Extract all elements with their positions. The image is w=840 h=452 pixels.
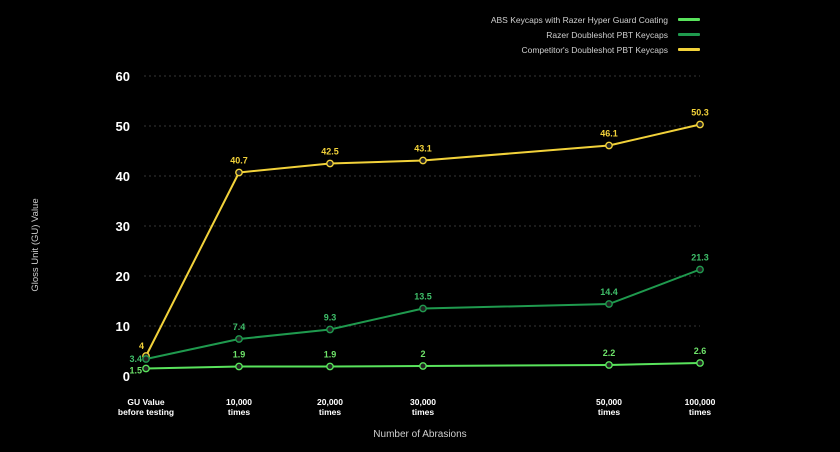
data-label: 13.5 [414, 292, 432, 302]
series-line [145, 268, 701, 360]
data-label: 7.4 [233, 322, 246, 332]
data-point [142, 355, 150, 363]
data-label: 40.7 [230, 156, 248, 166]
data-label: 14.4 [600, 287, 618, 297]
data-label: 42.5 [321, 147, 339, 157]
legend: ABS Keycaps with Razer Hyper Guard Coati… [491, 12, 700, 57]
x-tick-label: times [689, 407, 711, 417]
data-point [419, 362, 427, 370]
data-label: 2 [420, 349, 425, 359]
data-label: 4 [139, 341, 144, 351]
legend-swatch [678, 18, 700, 21]
y-tick-labels: 0 10 20 30 40 50 60 [116, 69, 130, 384]
data-point [142, 364, 150, 373]
data-point [326, 325, 334, 334]
x-tick-label: times [228, 407, 250, 417]
data-point [605, 300, 613, 308]
y-tick-label: 30 [116, 219, 130, 234]
x-tick-label: GU Value [127, 397, 165, 407]
x-tick-label: times [412, 407, 434, 417]
legend-item-hyper-guard: ABS Keycaps with Razer Hyper Guard Coati… [491, 12, 700, 27]
y-tick-label: 50 [116, 119, 130, 134]
series-lines [145, 123, 701, 370]
x-tick-label: 100,000 [685, 397, 716, 407]
data-label: 1.9 [233, 350, 246, 360]
y-tick-label: 20 [116, 269, 130, 284]
data-point [326, 159, 334, 168]
data-point [419, 304, 427, 313]
data-label: 43.1 [414, 144, 432, 154]
x-tick-label: 30,000 [410, 397, 436, 407]
y-tick-label: 0 [123, 369, 130, 384]
x-axis-title: Number of Abrasions [373, 429, 467, 440]
series-line [145, 362, 701, 370]
data-point [605, 141, 613, 150]
data-point [696, 120, 704, 129]
data-point [235, 168, 243, 177]
x-tick-label: times [319, 407, 341, 417]
data-label: 3.4 [129, 354, 142, 364]
data-label: 50.3 [691, 108, 709, 118]
x-tick-label: 10,000 [226, 397, 252, 407]
data-label: 9.3 [324, 313, 337, 323]
data-label: 46.1 [600, 129, 618, 139]
y-tick-label: 60 [116, 69, 130, 84]
data-point [235, 362, 243, 371]
y-tick-label: 40 [116, 169, 130, 184]
series-line [145, 123, 701, 357]
data-label: 1.5 [129, 366, 142, 376]
data-label: 21.3 [691, 253, 709, 263]
data-label: 1.9 [324, 350, 337, 360]
legend-item-razer-pbt: Razer Doubleshot PBT Keycaps [491, 27, 700, 42]
legend-swatch [678, 48, 700, 51]
legend-item-competitor-pbt: Competitor's Doubleshot PBT Keycaps [491, 42, 700, 57]
data-point [326, 362, 334, 371]
x-tick-label: times [598, 407, 620, 417]
legend-swatch [678, 33, 700, 36]
data-label: 2.2 [603, 348, 616, 358]
data-point [605, 361, 613, 369]
data-points [142, 120, 704, 373]
x-tick-label: 50,000 [596, 397, 622, 407]
data-point [419, 156, 427, 165]
x-tick-label: before testing [118, 407, 174, 417]
legend-label: Competitor's Doubleshot PBT Keycaps [521, 44, 668, 55]
y-axis-title: Gloss Unit (GU) Value [30, 198, 41, 292]
data-label: 2.6 [694, 346, 707, 356]
data-point [696, 359, 704, 367]
legend-label: ABS Keycaps with Razer Hyper Guard Coati… [490, 14, 668, 25]
legend-label: Razer Doubleshot PBT Keycaps [546, 29, 668, 40]
x-tick-label: 20,000 [317, 397, 343, 407]
data-point [696, 265, 704, 274]
data-point [235, 335, 243, 343]
data-labels: 440.742.5 43.146.150.33.47.49.313.5 14.421… [129, 108, 708, 376]
y-tick-label: 10 [116, 319, 130, 334]
